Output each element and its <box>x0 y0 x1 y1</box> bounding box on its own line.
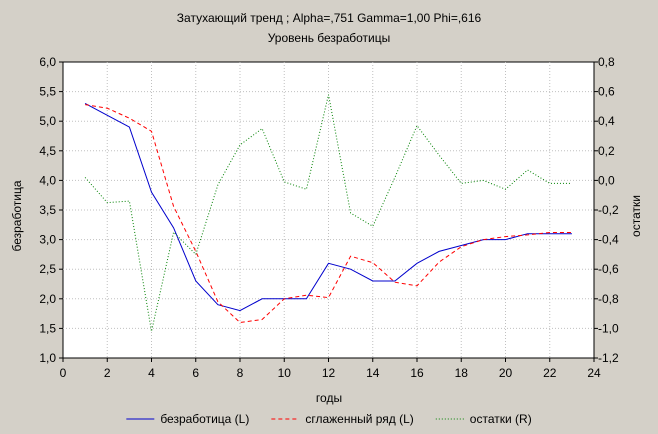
y-left-tick-label: 4,0 <box>39 173 56 187</box>
x-tick-label: 24 <box>587 366 601 380</box>
x-tick-label: 18 <box>455 366 469 380</box>
smoothed-series-line <box>85 104 572 324</box>
y-right-tick-label: -1,0 <box>598 321 619 335</box>
y-left-tick-label: 3,5 <box>39 203 56 217</box>
x-tick-label: 2 <box>104 366 111 380</box>
x-tick-label: 22 <box>543 366 557 380</box>
y-right-tick-label: 0,2 <box>598 144 615 158</box>
y-left-tick-label: 6,0 <box>39 55 56 69</box>
y-right-tick-label: -0,2 <box>598 203 619 217</box>
y-left-tick-label: 1,0 <box>39 351 56 365</box>
axis-ticks: 0 2 4 6 8 10 12 14 16 18 20 22 241,01,52,02,53,03,54… <box>39 55 619 380</box>
legend-label: остатки (R) <box>470 412 532 426</box>
chart-subtitle: Уровень безработицы <box>268 31 391 45</box>
x-tick-label: 12 <box>322 366 336 380</box>
chart-title: Затухающий тренд ; Alpha=,751 Gamma=1,00… <box>177 11 482 25</box>
series-lines <box>84 94 572 332</box>
y-left-tick-label: 5,0 <box>39 114 56 128</box>
x-tick-label: 4 <box>148 366 155 380</box>
y-right-tick-label: -0,4 <box>598 233 619 247</box>
y-left-tick-label: 5,5 <box>39 85 56 99</box>
x-tick-label: 20 <box>499 366 513 380</box>
x-tick-label: 8 <box>237 366 244 380</box>
legend-label: безработица (L) <box>160 412 249 426</box>
y-left-tick-label: 2,5 <box>39 262 56 276</box>
unemployment-series-line <box>84 102 572 312</box>
x-axis-label: годы <box>316 391 342 405</box>
grid-lines <box>63 62 594 358</box>
y-right-tick-label: 0,4 <box>598 114 615 128</box>
legend-label: сглаженный ряд (L) <box>305 412 413 426</box>
x-tick-label: 10 <box>278 366 292 380</box>
y-right-tick-label: 0,6 <box>598 85 615 99</box>
y-axis-left-label: безработица <box>10 180 24 251</box>
y-left-tick-label: 2,0 <box>39 292 56 306</box>
y-left-tick-label: 4,5 <box>39 144 56 158</box>
x-tick-label: 6 <box>192 366 199 380</box>
residuals-series-line <box>84 94 572 332</box>
x-tick-label: 14 <box>366 366 380 380</box>
y-left-tick-label: 1,5 <box>39 321 56 335</box>
y-left-tick-label: 3,0 <box>39 233 56 247</box>
y-axis-right-label: остатки <box>629 195 643 237</box>
legend: безработица (L) сглаженный ряд (L) остатки… <box>126 412 532 426</box>
y-right-tick-label: 0,8 <box>598 55 615 69</box>
x-tick-label: 0 <box>60 366 67 380</box>
y-right-tick-label: 0,0 <box>598 173 615 187</box>
x-tick-label: 16 <box>410 366 424 380</box>
y-right-tick-label: -0,6 <box>598 262 619 276</box>
y-right-tick-label: -1,2 <box>598 351 619 365</box>
y-right-tick-label: -0,8 <box>598 292 619 306</box>
